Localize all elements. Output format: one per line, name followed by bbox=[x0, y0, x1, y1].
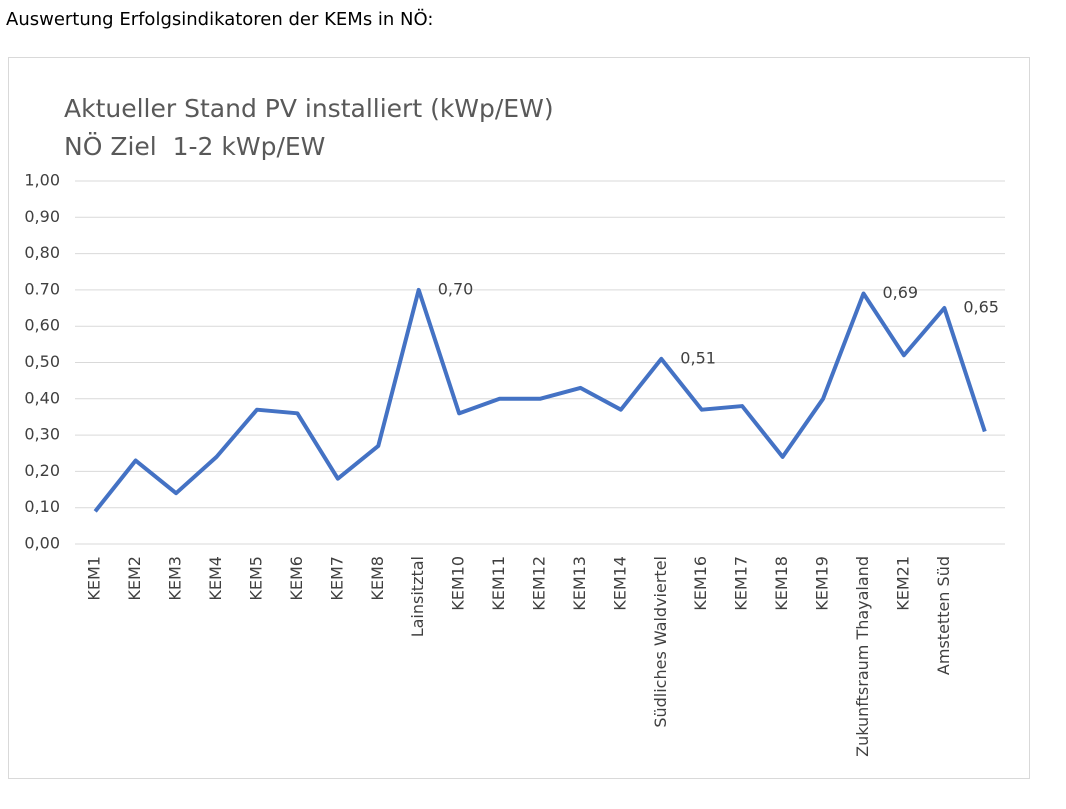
x-tick-label: KEM2 bbox=[125, 556, 144, 601]
y-tick-label: 0,60 bbox=[24, 316, 60, 335]
y-tick-label: 0,20 bbox=[24, 461, 60, 480]
data-label: 0,70 bbox=[438, 279, 474, 298]
x-tick-label: Südliches Waldviertel bbox=[651, 556, 670, 728]
y-tick-label: 0,10 bbox=[24, 497, 60, 516]
x-tick-label: Zukunftsraum Thayaland bbox=[853, 556, 872, 757]
data-label: 0,65 bbox=[963, 298, 999, 317]
x-tick-label: KEM13 bbox=[570, 556, 589, 611]
x-tick-label: KEM16 bbox=[691, 556, 710, 611]
page-heading: Auswertung Erfolgsindikatoren der KEMs i… bbox=[6, 8, 433, 30]
chart-subtitle: NÖ Ziel 1-2 kWp/EW bbox=[64, 132, 325, 161]
y-tick-label: 0.70 bbox=[24, 279, 60, 298]
y-tick-label: 1,00 bbox=[24, 171, 60, 190]
x-tick-label: KEM19 bbox=[813, 556, 832, 611]
x-tick-label: KEM7 bbox=[327, 556, 346, 601]
y-tick-label: 0,40 bbox=[24, 388, 60, 407]
data-label: 0,69 bbox=[882, 283, 918, 302]
y-tick-label: 0,50 bbox=[24, 352, 60, 371]
y-tick-label: 0,80 bbox=[24, 243, 60, 262]
line-series bbox=[93, 287, 987, 513]
chart-border bbox=[8, 57, 1030, 779]
x-tick-label: KEM6 bbox=[287, 556, 306, 601]
y-tick-label: 0,00 bbox=[24, 534, 60, 553]
x-tick-label: Amstetten Süd bbox=[934, 556, 953, 675]
x-tick-label: KEM12 bbox=[530, 556, 549, 611]
chart-title: Aktueller Stand PV installiert (kWp/EW) bbox=[64, 94, 554, 123]
y-tick-label: 0,90 bbox=[24, 207, 60, 226]
x-tick-label: KEM4 bbox=[206, 556, 225, 601]
data-label: 0,51 bbox=[680, 348, 716, 367]
x-tick-label: KEM5 bbox=[246, 556, 265, 601]
x-tick-label: KEM10 bbox=[449, 556, 468, 611]
x-tick-label: KEM11 bbox=[489, 556, 508, 611]
x-tick-label: KEM21 bbox=[893, 556, 912, 611]
x-tick-label: KEM18 bbox=[772, 556, 791, 611]
x-tick-label: KEM8 bbox=[368, 556, 387, 601]
x-tick-label: KEM17 bbox=[732, 556, 751, 611]
x-tick-label: KEM14 bbox=[610, 556, 629, 611]
x-tick-label: Lainsitztal bbox=[408, 556, 427, 637]
x-tick-label: KEM1 bbox=[85, 556, 104, 601]
y-tick-label: 0,30 bbox=[24, 425, 60, 444]
x-tick-label: KEM3 bbox=[166, 556, 185, 601]
